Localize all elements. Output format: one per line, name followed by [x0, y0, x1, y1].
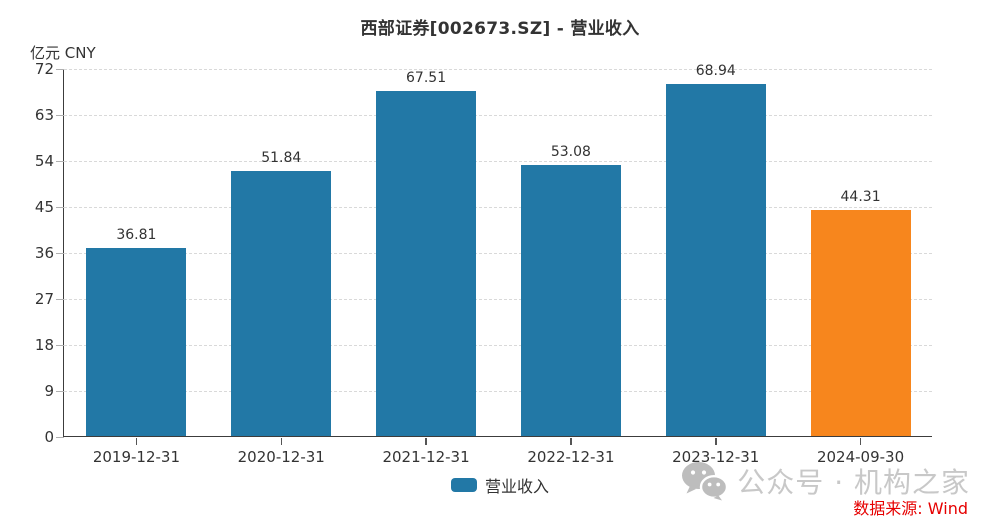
brand-text: 公众号 · 机构之家 — [737, 466, 970, 499]
gridline-y-63 — [64, 115, 932, 116]
y-tick-mark — [56, 68, 64, 70]
y-tick-mark — [56, 206, 64, 208]
bar-2022-12-31 — [520, 164, 621, 436]
data-source-label: 数据来源: Wind — [853, 499, 968, 518]
bar-2024-09-30 — [810, 209, 911, 436]
y-tick-label: 27 — [34, 290, 54, 308]
y-tick-label: 45 — [34, 198, 54, 216]
legend-label: 营业收入 — [484, 477, 549, 496]
x-tick-label: 2024-09-30 — [816, 448, 905, 466]
y-tick-label: 54 — [34, 152, 54, 170]
bar-2023-12-31 — [665, 83, 766, 436]
legend-swatch-icon — [450, 478, 477, 492]
gridline-y-9 — [64, 391, 932, 392]
gridline-y-72 — [64, 69, 932, 70]
y-tick-label: 9 — [44, 382, 54, 400]
y-tick-mark — [56, 252, 64, 254]
y-tick-label: 72 — [34, 60, 54, 78]
bar-value-label: 44.31 — [840, 188, 881, 205]
y-tick-mark — [56, 344, 64, 346]
y-tick-label: 36 — [34, 244, 54, 262]
bar-2021-12-31 — [376, 90, 477, 436]
x-tick-mark — [135, 438, 138, 445]
bar-2020-12-31 — [231, 171, 332, 436]
plot-area: 0 9 18 27 36 45 54 63 72 36.81 2019-12-31 51.84 2020… — [35, 60, 932, 466]
y-tick-mark — [56, 390, 64, 392]
x-tick-label: 2022-12-31 — [527, 448, 615, 466]
gridline-y-27 — [64, 299, 932, 300]
y-tick-mark — [56, 436, 64, 438]
bar-value-label: 36.81 — [116, 226, 157, 243]
x-tick-mark — [859, 438, 862, 445]
bar-value-label: 68.94 — [695, 62, 736, 79]
gridline-y-45 — [64, 207, 932, 208]
x-tick-mark — [715, 438, 717, 445]
x-tick-label: 2021-12-31 — [382, 448, 470, 466]
legend: 营业收入 — [0, 473, 1000, 497]
y-tick-label: 0 — [44, 428, 54, 446]
x-tick-mark — [425, 438, 427, 445]
gridline-y-36 — [64, 253, 932, 254]
wechat-icon — [682, 462, 729, 501]
chart-title: 西部证券[002673.SZ] - 营业收入 — [360, 19, 640, 39]
y-tick-mark — [56, 160, 64, 162]
y-tick-mark — [56, 298, 64, 300]
x-tick-label: 2019-12-31 — [92, 448, 180, 466]
x-tick-label: 2020-12-31 — [237, 448, 325, 466]
bar-value-label: 53.08 — [550, 143, 591, 160]
brand-footer: 公众号 · 机构之家 — [681, 461, 970, 501]
y-tick-label: 63 — [34, 106, 54, 124]
gridline-y-54 — [64, 161, 932, 162]
y-tick-mark — [56, 114, 64, 116]
bar-2019-12-31 — [86, 247, 187, 436]
x-tick-mark — [570, 438, 572, 445]
bar-value-label: 67.51 — [406, 69, 447, 86]
x-tick-label: 2023-12-31 — [672, 448, 760, 466]
y-tick-label: 18 — [34, 336, 54, 354]
y-axis-unit-label: 亿元 CNY — [30, 44, 96, 62]
bar-value-label: 51.84 — [261, 150, 302, 167]
gridline-y-18 — [64, 345, 932, 346]
x-tick-mark — [280, 438, 282, 445]
